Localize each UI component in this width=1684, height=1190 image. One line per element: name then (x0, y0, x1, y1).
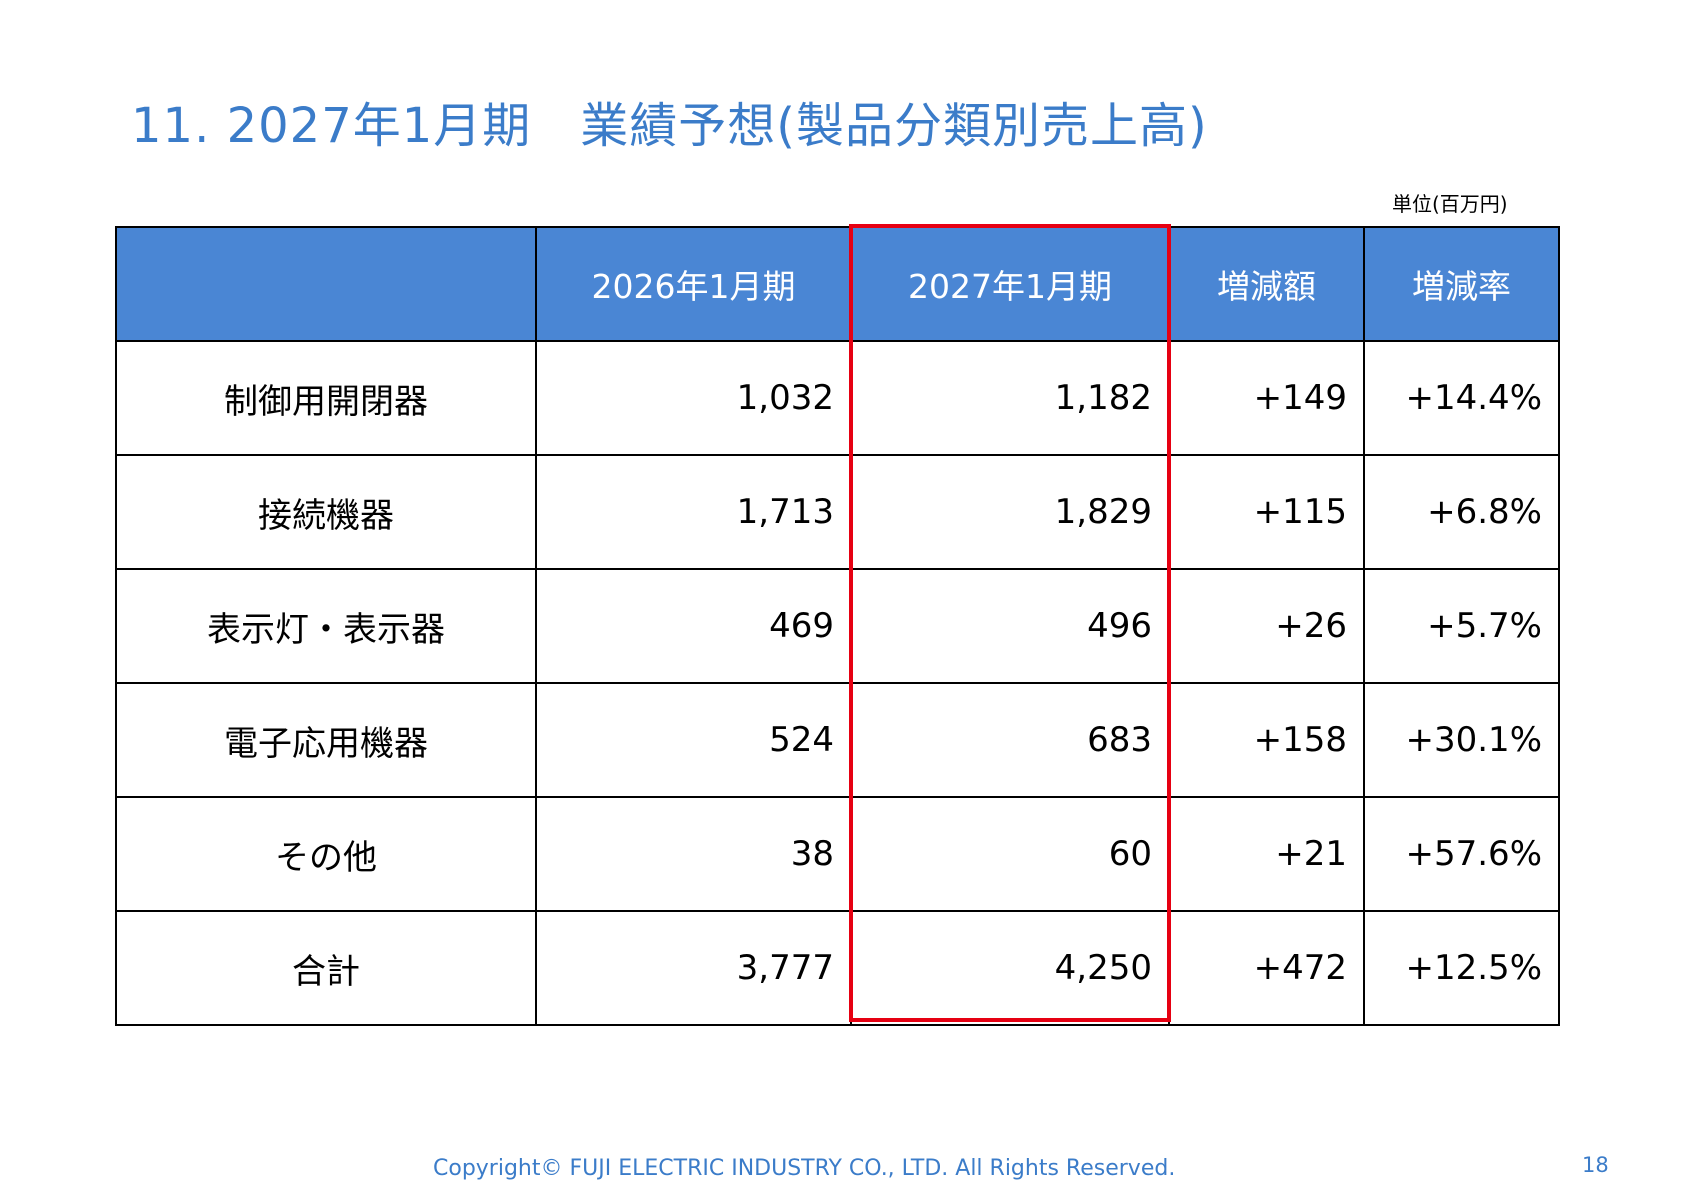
fy2026-value: 524 (535, 682, 852, 798)
row-label: 電子応用機器 (115, 682, 537, 798)
row-label: 制御用開閉器 (115, 340, 537, 456)
diff-value: +472 (1168, 910, 1365, 1026)
row-label: 合計 (115, 910, 537, 1026)
header-diff: 増減額 (1168, 226, 1365, 342)
fy2026-value: 469 (535, 568, 852, 684)
fy2027-value: 496 (850, 568, 1170, 684)
rate-value: +57.6% (1363, 796, 1560, 912)
table-row: 電子応用機器 524 683 +158 +30.1% (115, 682, 1560, 798)
fy2026-value: 1,032 (535, 340, 852, 456)
rate-value: +12.5% (1363, 910, 1560, 1026)
fy2027-value: 683 (850, 682, 1170, 798)
copyright-footer: Copyright© FUJI ELECTRIC INDUSTRY CO., L… (433, 1156, 1176, 1181)
fy2027-value: 4,250 (850, 910, 1170, 1026)
diff-value: +149 (1168, 340, 1365, 456)
fy2027-value: 1,182 (850, 340, 1170, 456)
rate-value: +14.4% (1363, 340, 1560, 456)
table-row: 接続機器 1,713 1,829 +115 +6.8% (115, 454, 1560, 570)
rate-value: +5.7% (1363, 568, 1560, 684)
fy2026-value: 1,713 (535, 454, 852, 570)
table-row: 表示灯・表示器 469 496 +26 +5.7% (115, 568, 1560, 684)
fy2026-value: 38 (535, 796, 852, 912)
page-title: 11. 2027年1月期 業績予想(製品分類別売上高) (131, 98, 1208, 154)
table-row: 制御用開閉器 1,032 1,182 +149 +14.4% (115, 340, 1560, 456)
unit-label: 単位(百万円) (1392, 192, 1508, 216)
header-category (115, 226, 537, 342)
diff-value: +115 (1168, 454, 1365, 570)
header-rate: 増減率 (1363, 226, 1560, 342)
row-label: その他 (115, 796, 537, 912)
header-row: 2026年1月期 2027年1月期 増減額 増減率 (115, 226, 1560, 342)
diff-value: +158 (1168, 682, 1365, 798)
fy2027-value: 1,829 (850, 454, 1170, 570)
header-fy2027: 2027年1月期 (850, 226, 1170, 342)
total-row: 合計 3,777 4,250 +472 +12.5% (115, 910, 1560, 1026)
header-fy2026: 2026年1月期 (535, 226, 852, 342)
sales-forecast-table: 2026年1月期 2027年1月期 増減額 増減率 制御用開閉器 1,032 1… (115, 226, 1560, 1026)
row-label: 表示灯・表示器 (115, 568, 537, 684)
rate-value: +30.1% (1363, 682, 1560, 798)
table-row: その他 38 60 +21 +57.6% (115, 796, 1560, 912)
diff-value: +21 (1168, 796, 1365, 912)
rate-value: +6.8% (1363, 454, 1560, 570)
fy2027-value: 60 (850, 796, 1170, 912)
page-number: 18 (1582, 1153, 1609, 1177)
fy2026-value: 3,777 (535, 910, 852, 1026)
diff-value: +26 (1168, 568, 1365, 684)
row-label: 接続機器 (115, 454, 537, 570)
